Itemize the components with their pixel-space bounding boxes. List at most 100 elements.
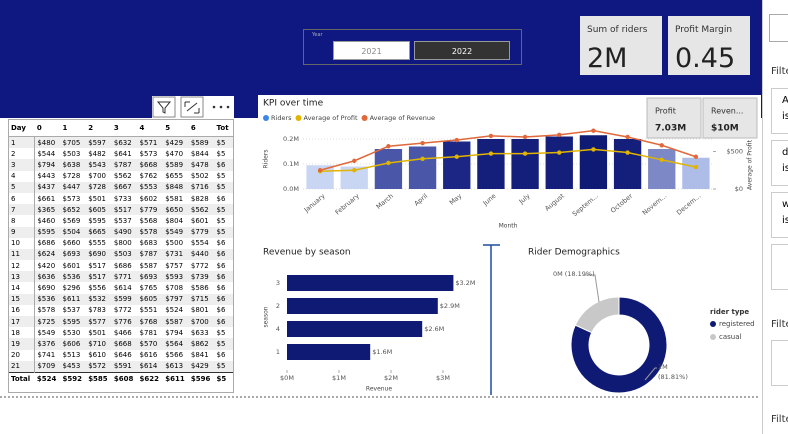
kpi-card-label: Profit <box>655 107 676 116</box>
table-cell: $762 <box>139 172 158 181</box>
table-row: 3 $794 $638 $543 $787 $668 $589 $478 $6 <box>9 159 233 171</box>
line-point <box>625 134 630 140</box>
table-cell: $605 <box>139 295 158 304</box>
line-point <box>693 164 699 170</box>
card-label: Profit Margin <box>675 25 733 35</box>
table-cell: $768 <box>139 317 158 326</box>
table-cell: $429 <box>190 362 209 371</box>
donut-slice <box>570 296 668 394</box>
y-tick-label: 2 <box>276 302 280 310</box>
table-cell: $787 <box>113 160 132 169</box>
table-cell: $779 <box>139 205 158 214</box>
legend-marker <box>263 115 269 121</box>
table-row: 5 $437 $447 $728 $667 $553 $848 $716 $5 <box>9 181 233 193</box>
table-cell: $530 <box>62 328 81 337</box>
table-cell: $733 <box>113 194 132 203</box>
y2-tick-label: $0 <box>735 185 743 193</box>
table-cell: $5 <box>216 172 226 181</box>
table-cell: $532 <box>88 295 107 304</box>
table-cell: $5 <box>216 149 226 158</box>
table-cell: $6 <box>216 295 226 304</box>
row-header: 18 <box>9 327 36 339</box>
row-header: 13 <box>9 271 36 283</box>
y-tick-label: 1 <box>276 348 280 356</box>
filter-field: w <box>782 199 788 210</box>
table-cell: $686 <box>113 261 132 270</box>
kpi-card-value: 7.03M <box>655 124 686 134</box>
leader-line <box>644 367 657 381</box>
chart-title: Rider Demographics <box>528 248 620 258</box>
table-cell: $470 <box>165 149 184 158</box>
total-cell: $611 <box>165 374 185 383</box>
bar <box>545 136 573 189</box>
table-cell: $555 <box>88 239 107 248</box>
table-cell: $705 <box>62 138 81 147</box>
table-cell: $556 <box>88 284 107 293</box>
y-tick-label: 3 <box>276 279 280 287</box>
table-cell: $376 <box>37 339 56 348</box>
row-header: 21 <box>9 360 36 373</box>
table-cell: $578 <box>139 228 158 237</box>
table-cell: $602 <box>139 194 158 203</box>
table-cell: $828 <box>190 194 209 203</box>
table-cell: $581 <box>165 194 184 203</box>
filter-button[interactable] <box>152 96 176 118</box>
table-cell: $6 <box>216 306 226 315</box>
table-cell: $551 <box>139 306 158 315</box>
table-cell: $655 <box>165 172 184 181</box>
kpi-card <box>646 97 702 139</box>
card-label: Sum of riders <box>587 25 648 35</box>
legend-label: Average of Revenue <box>370 114 435 122</box>
kpi-chart: KPI over time Riders Average of Profit Aver… <box>258 95 761 237</box>
table-cell: $6 <box>216 351 226 360</box>
demographics-chart: Rider Demographics 2M (81.81%) 0M (18.19%) ri… <box>528 248 755 394</box>
table-cell: $5 <box>216 183 226 192</box>
header-cell: 2 <box>86 120 112 137</box>
table-cell: $549 <box>165 228 184 237</box>
filter-card[interactable]: d is <box>771 140 788 186</box>
table-cell: $572 <box>88 362 107 371</box>
header-cell: 5 <box>163 120 189 137</box>
line-point <box>693 154 699 159</box>
table-cell: $772 <box>113 306 132 315</box>
pane-heading: Filte <box>771 319 788 330</box>
filter-card[interactable]: w is <box>771 192 788 238</box>
table-cell: $595 <box>62 317 81 326</box>
total-cell: $524 <box>36 374 57 383</box>
row-header: 17 <box>9 316 36 328</box>
slicer-option[interactable]: 2021 <box>333 41 410 60</box>
x-tick-label: $3M <box>436 374 450 382</box>
table-cell: $686 <box>37 239 56 248</box>
table-cell: $787 <box>139 250 158 259</box>
table-cell: $537 <box>113 216 132 225</box>
line-point <box>557 132 562 138</box>
line-point <box>522 151 528 156</box>
line-point <box>591 147 596 152</box>
table-cell: $638 <box>62 160 81 169</box>
bar <box>374 149 403 189</box>
bar <box>511 139 539 189</box>
table-cell: $5 <box>216 228 226 237</box>
table-cell: $741 <box>37 351 56 360</box>
table-row: 18 $549 $530 $501 $466 $781 $794 $633 $5 <box>9 327 233 339</box>
row-header: 20 <box>9 349 36 361</box>
table-cell: $728 <box>88 183 107 192</box>
more-button[interactable] <box>212 105 230 109</box>
bar <box>443 141 471 189</box>
pane-button[interactable] <box>769 14 788 42</box>
bar <box>613 139 642 189</box>
bar <box>287 344 371 360</box>
slicer-title: Year <box>312 32 323 38</box>
table-cell: $591 <box>113 362 132 371</box>
filter-well[interactable] <box>771 244 788 290</box>
filter-well[interactable] <box>771 340 788 386</box>
table-cell: $633 <box>190 328 209 337</box>
y2-tick-label: $500 <box>726 148 743 156</box>
table-cell: $693 <box>139 272 158 281</box>
bar <box>648 149 676 189</box>
table-cell: $595 <box>88 216 107 225</box>
table-cell: $605 <box>88 205 107 214</box>
slicer-option[interactable]: 2022 <box>414 41 510 60</box>
table-cell: $641 <box>113 149 132 158</box>
